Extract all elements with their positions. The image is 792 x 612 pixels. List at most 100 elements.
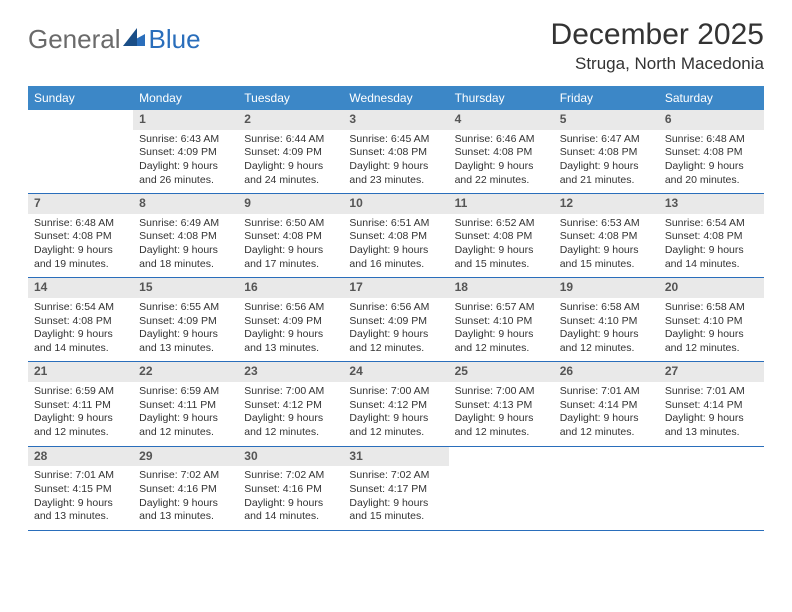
week-row: 28Sunrise: 7:01 AMSunset: 4:15 PMDayligh… <box>28 447 764 531</box>
day-info-line: Daylight: 9 hours and 22 minutes. <box>455 160 548 187</box>
day-info-line: Daylight: 9 hours and 15 minutes. <box>349 497 442 524</box>
day-info-line: Sunset: 4:13 PM <box>455 399 548 413</box>
day-number <box>554 447 659 467</box>
day-number: 12 <box>554 194 659 214</box>
dow-thursday: Thursday <box>449 86 554 110</box>
day-info-line: Daylight: 9 hours and 16 minutes. <box>349 244 442 271</box>
day-cell: 15Sunrise: 6:55 AMSunset: 4:09 PMDayligh… <box>133 278 238 361</box>
day-info-line: Sunset: 4:10 PM <box>665 315 758 329</box>
day-info-line: Sunrise: 6:48 AM <box>665 133 758 147</box>
day-info-line: Daylight: 9 hours and 13 minutes. <box>139 328 232 355</box>
day-info-line: Sunset: 4:11 PM <box>139 399 232 413</box>
day-info-line: Sunrise: 6:49 AM <box>139 217 232 231</box>
day-cell: 11Sunrise: 6:52 AMSunset: 4:08 PMDayligh… <box>449 194 554 277</box>
day-info-line: Daylight: 9 hours and 12 minutes. <box>139 412 232 439</box>
day-number: 5 <box>554 110 659 130</box>
logo: General Blue <box>28 24 201 55</box>
day-info-line: Daylight: 9 hours and 24 minutes. <box>244 160 337 187</box>
day-info-line: Sunrise: 6:58 AM <box>665 301 758 315</box>
day-info-line: Daylight: 9 hours and 12 minutes. <box>455 328 548 355</box>
day-cell: 13Sunrise: 6:54 AMSunset: 4:08 PMDayligh… <box>659 194 764 277</box>
dow-tuesday: Tuesday <box>238 86 343 110</box>
day-number: 21 <box>28 362 133 382</box>
day-cell: 23Sunrise: 7:00 AMSunset: 4:12 PMDayligh… <box>238 362 343 445</box>
dow-monday: Monday <box>133 86 238 110</box>
day-cell: 2 Sunrise: 6:44 AMSunset: 4:09 PMDaylight… <box>238 110 343 193</box>
day-cell: 27Sunrise: 7:01 AMSunset: 4:14 PMDayligh… <box>659 362 764 445</box>
day-cell: 6Sunrise: 6:48 AMSunset: 4:08 PMDaylight… <box>659 110 764 193</box>
day-cell <box>659 447 764 530</box>
day-info-line: Daylight: 9 hours and 23 minutes. <box>349 160 442 187</box>
day-cell: 3Sunrise: 6:45 AMSunset: 4:08 PMDaylight… <box>343 110 448 193</box>
day-info-line: Sunset: 4:08 PM <box>665 146 758 160</box>
day-info-line: Daylight: 9 hours and 15 minutes. <box>560 244 653 271</box>
day-info-line: Sunrise: 6:43 AM <box>139 133 232 147</box>
day-number: 1 <box>133 110 238 130</box>
dow-saturday: Saturday <box>659 86 764 110</box>
day-info-line: Sunset: 4:08 PM <box>244 230 337 244</box>
day-info-line: Sunset: 4:08 PM <box>34 315 127 329</box>
day-info-line: Sunset: 4:16 PM <box>139 483 232 497</box>
day-info-line: Sunset: 4:16 PM <box>244 483 337 497</box>
day-info-line: Sunrise: 7:02 AM <box>244 469 337 483</box>
day-cell: 17Sunrise: 6:56 AMSunset: 4:09 PMDayligh… <box>343 278 448 361</box>
day-cell: 12Sunrise: 6:53 AMSunset: 4:08 PMDayligh… <box>554 194 659 277</box>
day-info-line: Sunrise: 7:01 AM <box>665 385 758 399</box>
day-number: 17 <box>343 278 448 298</box>
day-cell: 25Sunrise: 7:00 AMSunset: 4:13 PMDayligh… <box>449 362 554 445</box>
day-info-line: Sunset: 4:09 PM <box>244 146 337 160</box>
day-info-line: Daylight: 9 hours and 14 minutes. <box>665 244 758 271</box>
day-number: 23 <box>238 362 343 382</box>
day-info-line: Sunset: 4:14 PM <box>560 399 653 413</box>
day-info-line: Sunrise: 6:54 AM <box>34 301 127 315</box>
day-number: 8 <box>133 194 238 214</box>
day-info-line: Sunset: 4:09 PM <box>244 315 337 329</box>
day-info-line: Sunset: 4:10 PM <box>560 315 653 329</box>
day-info-line: Sunset: 4:10 PM <box>455 315 548 329</box>
day-cell <box>28 110 133 193</box>
day-cell: 28Sunrise: 7:01 AMSunset: 4:15 PMDayligh… <box>28 447 133 530</box>
dow-sunday: Sunday <box>28 86 133 110</box>
calendar-page: General Blue December 2025 Struga, North… <box>0 0 792 541</box>
day-info-line: Sunset: 4:14 PM <box>665 399 758 413</box>
day-info-line: Daylight: 9 hours and 17 minutes. <box>244 244 337 271</box>
day-number: 22 <box>133 362 238 382</box>
day-cell: 1Sunrise: 6:43 AMSunset: 4:09 PMDaylight… <box>133 110 238 193</box>
day-info-line: Sunrise: 7:01 AM <box>560 385 653 399</box>
day-number: 31 <box>343 447 448 467</box>
day-cell: 22Sunrise: 6:59 AMSunset: 4:11 PMDayligh… <box>133 362 238 445</box>
day-number: 6 <box>659 110 764 130</box>
day-info-line: Sunrise: 7:00 AM <box>349 385 442 399</box>
day-number: 9 <box>238 194 343 214</box>
day-info-line: Sunrise: 6:52 AM <box>455 217 548 231</box>
day-info-line: Sunset: 4:08 PM <box>455 230 548 244</box>
day-info-line: Sunset: 4:08 PM <box>139 230 232 244</box>
day-info-line: Daylight: 9 hours and 12 minutes. <box>34 412 127 439</box>
page-subtitle: Struga, North Macedonia <box>551 54 764 74</box>
day-info-line: Sunrise: 6:58 AM <box>560 301 653 315</box>
day-number: 20 <box>659 278 764 298</box>
day-info-line: Daylight: 9 hours and 12 minutes. <box>455 412 548 439</box>
day-info-line: Sunset: 4:12 PM <box>349 399 442 413</box>
day-info-line: Daylight: 9 hours and 19 minutes. <box>34 244 127 271</box>
day-info-line: Sunrise: 6:44 AM <box>244 133 337 147</box>
day-info-line: Daylight: 9 hours and 14 minutes. <box>244 497 337 524</box>
day-cell: 19Sunrise: 6:58 AMSunset: 4:10 PMDayligh… <box>554 278 659 361</box>
day-info-line: Sunset: 4:09 PM <box>139 315 232 329</box>
day-info-line: Sunrise: 6:56 AM <box>244 301 337 315</box>
day-info-line: Sunset: 4:12 PM <box>244 399 337 413</box>
day-number: 2 <box>238 110 343 130</box>
day-info-line: Daylight: 9 hours and 13 minutes. <box>665 412 758 439</box>
day-info-line: Sunrise: 7:02 AM <box>349 469 442 483</box>
day-info-line: Sunrise: 6:57 AM <box>455 301 548 315</box>
day-info-line: Sunset: 4:11 PM <box>34 399 127 413</box>
day-info-line: Daylight: 9 hours and 12 minutes. <box>244 412 337 439</box>
day-info-line: Sunrise: 6:53 AM <box>560 217 653 231</box>
day-info-line: Sunrise: 7:00 AM <box>455 385 548 399</box>
day-info-line: Sunset: 4:17 PM <box>349 483 442 497</box>
day-info-line: Daylight: 9 hours and 13 minutes. <box>244 328 337 355</box>
day-cell: 24Sunrise: 7:00 AMSunset: 4:12 PMDayligh… <box>343 362 448 445</box>
day-cell <box>554 447 659 530</box>
day-info-line: Sunset: 4:09 PM <box>349 315 442 329</box>
day-cell: 10Sunrise: 6:51 AMSunset: 4:08 PMDayligh… <box>343 194 448 277</box>
